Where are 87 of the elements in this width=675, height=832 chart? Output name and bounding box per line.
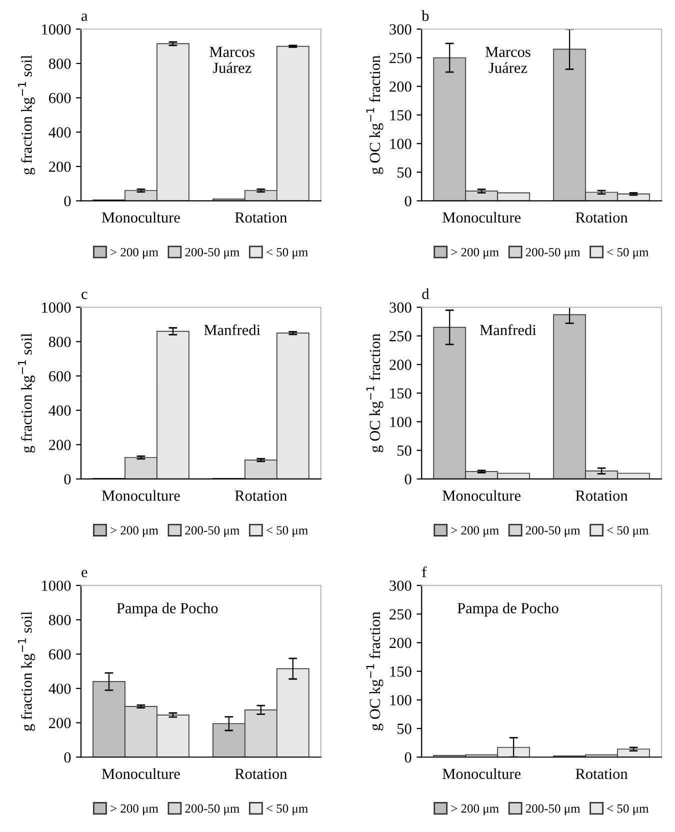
- x-tick-label: Rotation: [576, 768, 628, 779]
- y-tick-label: 800: [48, 336, 71, 348]
- y-tick-label: 1000: [42, 580, 71, 591]
- chart-title: b: [422, 10, 429, 21]
- chart-title: a: [82, 14, 88, 21]
- legend-label: > 200 μm: [110, 804, 158, 816]
- chart-title: c: [82, 292, 88, 300]
- x-tick-label: Monoculture: [102, 212, 180, 223]
- y-tick-label: 0: [64, 474, 71, 484]
- y-tick-label: 0: [404, 196, 412, 206]
- legend-label: > 200 μm: [110, 248, 158, 259]
- y-tick-label: 200: [49, 718, 71, 728]
- annotation: Manfredi: [480, 324, 536, 336]
- chart-title: e: [82, 570, 88, 578]
- x-tick-label: Rotation: [235, 212, 287, 223]
- y-tick-label: 0: [404, 474, 412, 484]
- y-axis-title: g fraction kg$^{−1}$ soil: [18, 611, 35, 731]
- legend-label: 200-50 μm: [185, 248, 240, 259]
- y-tick-label: 200: [49, 162, 71, 172]
- y-tick-label: 0: [64, 752, 71, 763]
- legend-label: 200-50 μm: [526, 248, 580, 259]
- chart-title: d: [422, 288, 430, 300]
- x-tick-label: Rotation: [576, 490, 628, 501]
- annotation: Marcos Juárez: [210, 46, 254, 74]
- y-tick-label: 1000: [42, 302, 71, 313]
- y-tick-label: 800: [48, 614, 71, 626]
- y-tick-label: 1000: [42, 24, 71, 35]
- legend-label: < 50 μm: [607, 526, 649, 538]
- legend-label: < 50 μm: [607, 804, 649, 816]
- y-tick-label: 50: [398, 445, 412, 456]
- y-tick-label: 400: [48, 127, 71, 138]
- x-tick-label: Monoculture: [442, 490, 521, 501]
- chart-title: f: [422, 566, 427, 578]
- legend-label: > 200 μm: [451, 248, 499, 259]
- y-tick-label: 300: [390, 24, 412, 35]
- y-tick-label: 250: [390, 331, 412, 342]
- x-tick-label: Rotation: [235, 490, 287, 501]
- y-tick-label: 150: [390, 110, 412, 120]
- y-tick-label: 200: [390, 638, 412, 648]
- legend-label: < 50 μm: [266, 526, 308, 538]
- y-tick-label: 100: [390, 695, 412, 706]
- y-tick-label: 0: [64, 196, 71, 206]
- y-tick-label: 100: [390, 416, 412, 428]
- y-tick-label: 300: [390, 580, 412, 591]
- y-tick-label: 50: [398, 167, 412, 178]
- y-tick-label: 600: [49, 371, 71, 382]
- legend-label: 200-50 μm: [526, 804, 580, 816]
- legend-label: < 50 μm: [266, 804, 308, 816]
- y-tick-label: 150: [390, 388, 412, 399]
- y-tick-label: 250: [390, 52, 412, 64]
- annotation: Pampa de Pocho: [116, 602, 218, 616]
- legend-label: 200-50 μm: [185, 526, 240, 538]
- y-axis-title: g fraction kg$^{−1}$ soil: [18, 55, 35, 175]
- legend-label: < 50 μm: [266, 248, 308, 259]
- y-tick-label: 400: [48, 684, 71, 694]
- y-tick-label: 300: [390, 302, 412, 313]
- x-tick-label: Monoculture: [102, 490, 180, 501]
- y-tick-label: 800: [48, 58, 71, 69]
- legend-label: > 200 μm: [110, 526, 158, 538]
- y-axis-title: g fraction kg$^{−1}$ soil: [18, 333, 35, 453]
- x-tick-label: Rotation: [576, 212, 628, 223]
- y-axis-title: g OC kg$^{−1}$ fraction: [366, 334, 384, 452]
- y-tick-label: 50: [398, 724, 412, 734]
- y-axis-title: g OC kg$^{−1}$ fraction: [366, 56, 384, 174]
- x-tick-label: Monoculture: [102, 768, 180, 779]
- y-tick-label: 600: [49, 92, 71, 104]
- x-tick-label: Monoculture: [442, 212, 521, 223]
- y-tick-label: 250: [390, 609, 412, 620]
- y-tick-label: 200: [390, 81, 412, 92]
- y-axis-title: g OC kg$^{−1}$ fraction: [366, 612, 384, 730]
- y-tick-label: 100: [390, 138, 412, 150]
- x-tick-label: Monoculture: [442, 768, 521, 779]
- annotation: Manfredi: [204, 324, 260, 336]
- x-tick-label: Rotation: [235, 768, 287, 779]
- legend-label: 200-50 μm: [185, 804, 240, 816]
- y-tick-label: 200: [49, 440, 71, 450]
- y-tick-label: 0: [404, 752, 412, 763]
- annotation: Marcos Juárez: [486, 46, 530, 74]
- legend-label: > 200 μm: [451, 526, 499, 538]
- legend-label: > 200 μm: [451, 804, 499, 816]
- y-tick-label: 200: [390, 360, 412, 370]
- legend-label: 200-50 μm: [526, 526, 580, 538]
- y-tick-label: 150: [390, 666, 412, 677]
- y-tick-label: 600: [49, 649, 71, 660]
- y-tick-label: 400: [48, 405, 71, 416]
- legend-label: < 50 μm: [607, 248, 649, 259]
- annotation: Pampa de Pocho: [458, 602, 558, 616]
